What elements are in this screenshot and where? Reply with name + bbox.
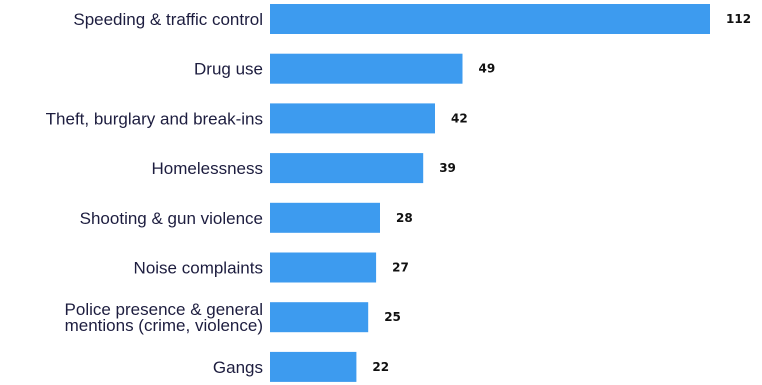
value-label: 39	[439, 161, 456, 175]
category-label: Speeding & traffic control	[73, 10, 263, 29]
value-label: 22	[372, 360, 389, 374]
bar	[270, 351, 357, 382]
bar	[270, 302, 369, 333]
category-label: Drug use	[194, 60, 263, 79]
bar	[270, 153, 424, 184]
category-label: Shooting & gun violence	[80, 209, 263, 228]
category-label: Gangs	[213, 358, 263, 377]
bar	[270, 103, 435, 134]
bar	[270, 53, 463, 84]
value-label: 27	[392, 261, 409, 275]
bar	[270, 252, 377, 283]
value-label: 28	[396, 211, 413, 225]
category-label: Theft, burglary and break-ins	[46, 109, 263, 128]
bar	[270, 4, 710, 34]
value-label: 49	[479, 62, 496, 76]
value-label: 25	[384, 310, 401, 324]
bar	[270, 202, 380, 233]
value-label: 112	[726, 12, 751, 26]
category-label: Police presence & general mentions (crime…	[65, 300, 263, 335]
category-label: Homelessness	[152, 159, 264, 178]
category-label: Noise complaints	[134, 259, 263, 278]
value-label: 42	[451, 111, 468, 125]
